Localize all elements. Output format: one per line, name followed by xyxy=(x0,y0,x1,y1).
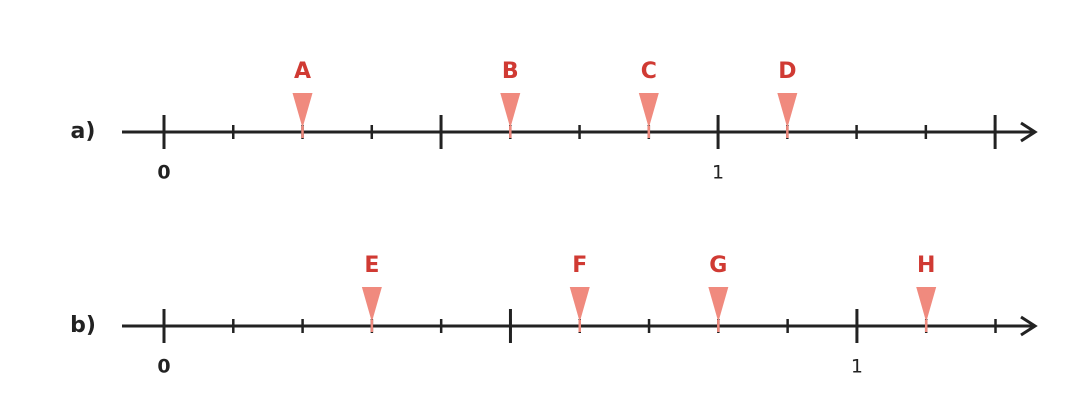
marker-label: A xyxy=(294,59,311,84)
tick-label: 1 xyxy=(712,162,724,184)
axis-arrow xyxy=(1020,121,1038,143)
marker-pointer xyxy=(361,287,382,322)
marker-label: D xyxy=(778,59,796,84)
marker-pointer xyxy=(916,287,937,322)
axis-arrow xyxy=(1020,315,1038,337)
marker-pointer xyxy=(292,93,313,128)
marker-pointer xyxy=(708,287,729,322)
marker-label: F xyxy=(572,253,587,278)
marker-pointer xyxy=(569,287,590,322)
line-label: a) xyxy=(71,119,96,144)
marker-label: E xyxy=(364,253,379,278)
marker-label: C xyxy=(641,59,657,84)
marker-pointer xyxy=(638,93,659,128)
marker-label: G xyxy=(709,253,727,278)
marker-label: B xyxy=(502,59,519,84)
tick-label: 0 xyxy=(157,356,170,378)
marker-pointer xyxy=(500,93,521,128)
marker-pointer xyxy=(777,93,798,128)
marker-label: H xyxy=(917,253,935,278)
line-label: b) xyxy=(70,313,96,338)
tick-label: 1 xyxy=(851,356,863,378)
tick-label: 0 xyxy=(157,162,170,184)
